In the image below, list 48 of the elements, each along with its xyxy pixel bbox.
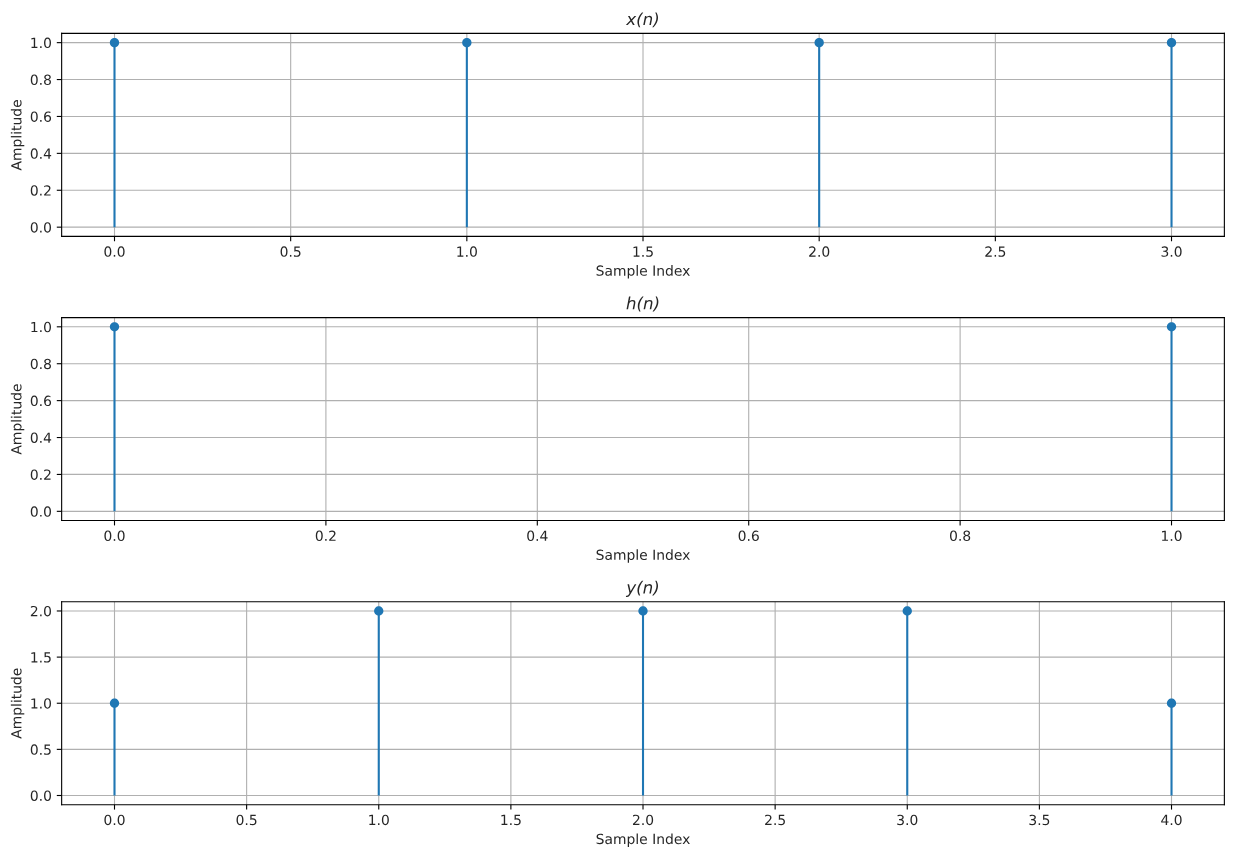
- x-tick-label: 0.5: [280, 246, 301, 257]
- y-tick-label: 1.0: [31, 698, 52, 709]
- chart-title: y(n): [625, 580, 659, 597]
- x-tick-label: 2.5: [765, 814, 785, 826]
- x-tick-label: 4.0: [1161, 814, 1182, 826]
- x-tick-label: 1.5: [501, 814, 521, 826]
- x-tick-label: 1.0: [457, 246, 477, 257]
- y-tick-label: 0.8: [30, 358, 51, 370]
- x-tick-label: 3.0: [897, 814, 918, 826]
- chart-title: h(n): [626, 296, 659, 312]
- y-tick-label: 0.0: [30, 222, 52, 233]
- x-tick-label: 2.0: [632, 814, 654, 826]
- x-axis-title: Sample Index: [596, 549, 690, 563]
- y-tick-label: 1.0: [31, 321, 52, 333]
- y-tick-label: 0.2: [30, 469, 51, 480]
- x-tick-label: 0.2: [315, 530, 336, 542]
- x-tick-label: 2.5: [985, 246, 1006, 257]
- x-tick-label: 0.4: [527, 530, 548, 542]
- y-tick-label: 1.5: [31, 652, 51, 663]
- x-tick-label: 3.5: [1029, 814, 1050, 826]
- y-axis-title: Amplitude: [10, 100, 25, 171]
- x-tick-label: 0.0: [104, 246, 125, 257]
- x-tick-label: 1.0: [1162, 530, 1182, 542]
- y-axis-title: Amplitude: [10, 384, 25, 455]
- y-axis-title: Amplitude: [10, 668, 25, 739]
- y-tick-label: 1.0: [31, 37, 52, 49]
- y-tick-label: 0.0: [30, 506, 52, 517]
- y-tick-label: 0.6: [30, 111, 52, 122]
- y-tick-label: 0.2: [30, 185, 51, 196]
- x-tick-label: 2.0: [809, 246, 830, 257]
- y-tick-label: 0.5: [30, 744, 51, 755]
- y-tick-label: 0.4: [30, 432, 52, 443]
- x-tick-label: 0.0: [104, 814, 125, 826]
- x-axis-title: Sample Index: [596, 833, 690, 847]
- x-tick-label: 0.6: [738, 530, 759, 542]
- x-tick-label: 3.0: [1161, 246, 1182, 257]
- x-tick-label: 0.5: [236, 814, 257, 826]
- y-tick-label: 0.8: [30, 74, 51, 86]
- y-tick-label: 0.0: [30, 790, 52, 801]
- x-axis-title: Sample Index: [596, 265, 690, 279]
- y-tick-label: 0.4: [30, 148, 52, 159]
- chart-title: x(n): [625, 12, 659, 28]
- x-tick-label: 0.0: [104, 530, 125, 542]
- x-tick-label: 0.8: [949, 530, 971, 542]
- y-tick-label: 0.6: [30, 395, 52, 407]
- y-tick-label: 2.0: [30, 605, 52, 617]
- x-tick-label: 1.0: [369, 814, 389, 826]
- x-tick-label: 1.5: [633, 246, 653, 257]
